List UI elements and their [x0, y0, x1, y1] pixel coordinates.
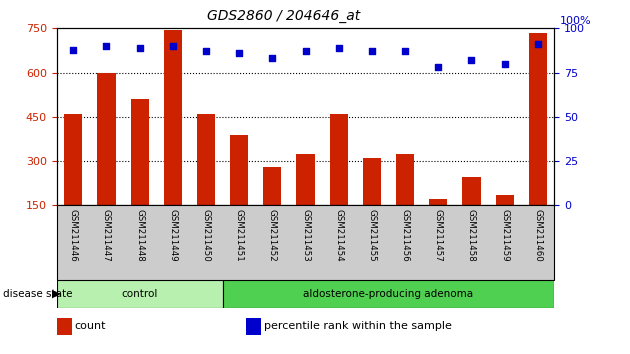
- Text: GSM211447: GSM211447: [102, 209, 111, 262]
- Text: GSM211455: GSM211455: [367, 209, 376, 262]
- Point: [466, 57, 476, 63]
- Bar: [57, 318, 72, 335]
- Bar: [297, 154, 314, 205]
- Point: [500, 61, 510, 67]
- Text: control: control: [122, 289, 158, 299]
- Text: 100%: 100%: [560, 16, 592, 25]
- Text: GSM211460: GSM211460: [534, 209, 542, 262]
- Text: disease state: disease state: [3, 289, 72, 299]
- Point: [433, 64, 444, 70]
- Bar: [64, 114, 83, 205]
- Bar: [130, 99, 149, 205]
- Text: GSM211446: GSM211446: [69, 209, 77, 262]
- Bar: [164, 30, 182, 205]
- Text: aldosterone-producing adenoma: aldosterone-producing adenoma: [304, 289, 474, 299]
- Point: [201, 48, 211, 54]
- Text: GSM211458: GSM211458: [467, 209, 476, 262]
- Text: GSM211453: GSM211453: [301, 209, 310, 262]
- Point: [267, 56, 277, 61]
- Text: GDS2860 / 204646_at: GDS2860 / 204646_at: [207, 9, 360, 23]
- Text: GSM211456: GSM211456: [401, 209, 410, 262]
- Point: [68, 47, 78, 52]
- Bar: [429, 199, 447, 205]
- Point: [168, 43, 178, 49]
- Bar: [230, 135, 248, 205]
- Bar: [197, 114, 215, 205]
- Bar: [329, 114, 348, 205]
- Bar: [57, 205, 554, 280]
- Text: GSM211449: GSM211449: [168, 209, 177, 262]
- Point: [533, 41, 543, 47]
- Bar: [222, 280, 554, 308]
- Text: GSM211454: GSM211454: [335, 209, 343, 262]
- Text: count: count: [74, 321, 106, 331]
- Text: GSM211451: GSM211451: [235, 209, 244, 262]
- Point: [301, 48, 311, 54]
- Text: GSM211448: GSM211448: [135, 209, 144, 262]
- Bar: [462, 177, 481, 205]
- Point: [367, 48, 377, 54]
- Text: ▶: ▶: [52, 289, 60, 299]
- Text: GSM211457: GSM211457: [434, 209, 443, 262]
- Bar: [246, 318, 261, 335]
- Text: GSM211450: GSM211450: [202, 209, 210, 262]
- Bar: [529, 33, 547, 205]
- Text: GSM211452: GSM211452: [268, 209, 277, 262]
- Point: [101, 43, 112, 49]
- Point: [135, 45, 145, 51]
- Text: percentile rank within the sample: percentile rank within the sample: [264, 321, 452, 331]
- Point: [400, 48, 410, 54]
- Point: [234, 50, 244, 56]
- Bar: [396, 154, 414, 205]
- Text: GSM211459: GSM211459: [500, 209, 509, 262]
- Bar: [363, 158, 381, 205]
- Bar: [98, 73, 115, 205]
- Bar: [263, 167, 282, 205]
- Point: [334, 45, 344, 51]
- Bar: [57, 280, 222, 308]
- Bar: [496, 195, 513, 205]
